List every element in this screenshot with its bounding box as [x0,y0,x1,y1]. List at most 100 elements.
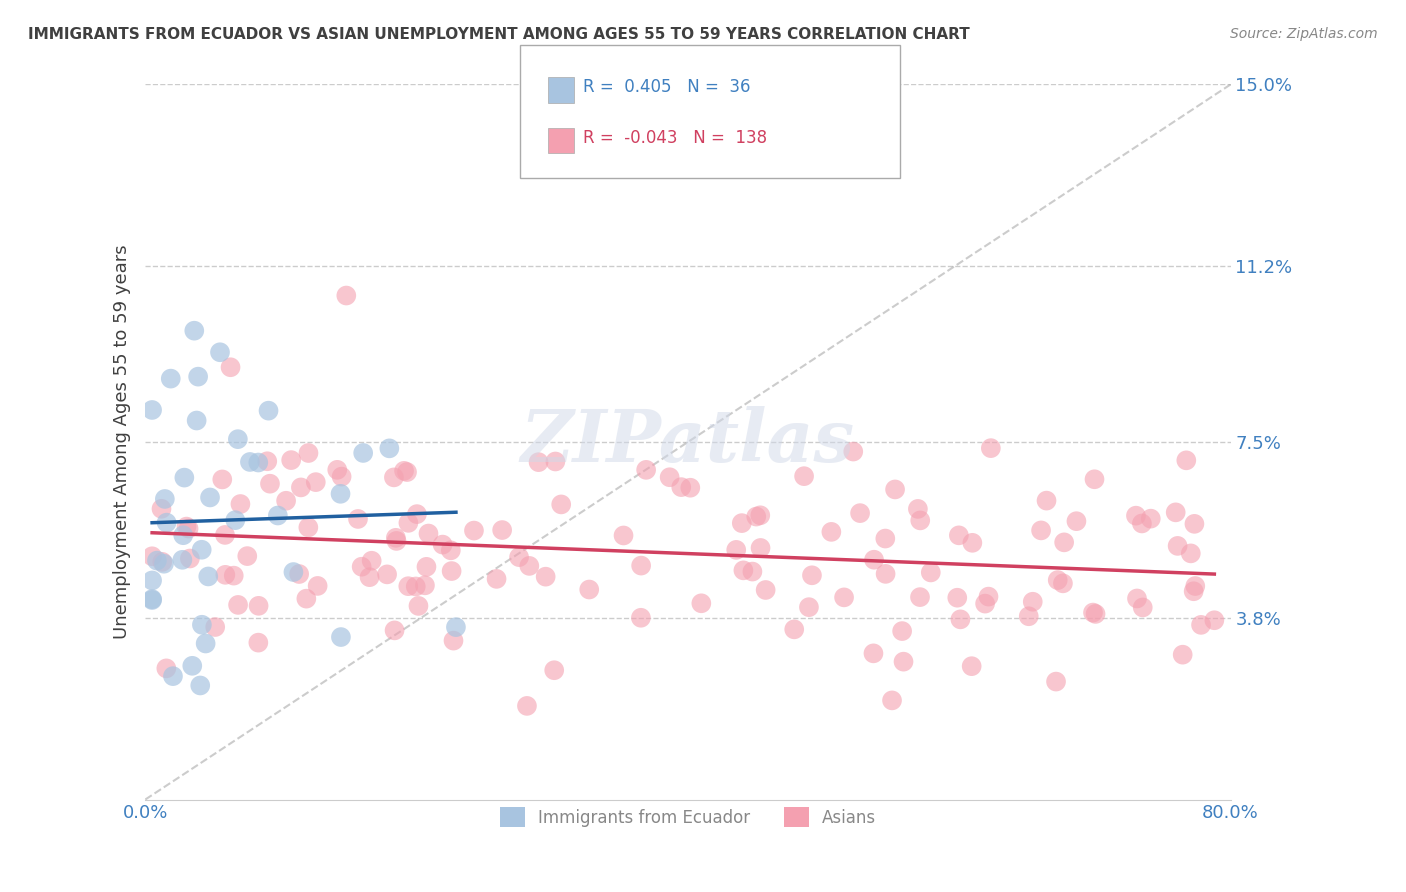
Point [159,371,181,385]
Point [731,516,754,530]
Point [755,582,778,597]
Point [360,554,382,568]
Point [1164,505,1187,519]
Point [891,624,914,638]
Point [173,470,195,484]
Point [415,559,437,574]
Point [392,464,415,478]
Point [247,456,270,470]
Point [259,476,281,491]
Point [463,524,485,538]
Point [842,444,865,458]
Point [191,617,214,632]
Y-axis label: Unemployment Among Ages 55 to 59 years: Unemployment Among Ages 55 to 59 years [114,244,131,640]
Point [204,620,226,634]
Point [396,516,419,530]
Point [226,598,249,612]
Text: ZIPatlas: ZIPatlas [520,407,855,477]
Point [211,472,233,486]
Point [141,592,163,607]
Point [974,597,997,611]
Point [440,543,463,558]
Point [150,501,173,516]
Point [907,502,929,516]
Text: R =  -0.043   N =  138: R = -0.043 N = 138 [583,129,768,147]
Point [187,369,209,384]
Point [146,553,169,567]
Point [224,513,246,527]
Point [630,611,652,625]
Point [534,569,557,583]
Point [801,568,824,582]
Text: IMMIGRANTS FROM ECUADOR VS ASIAN UNEMPLOYMENT AMONG AGES 55 TO 59 YEARS CORRELAT: IMMIGRANTS FROM ECUADOR VS ASIAN UNEMPLO… [28,27,970,42]
Point [671,480,693,494]
Point [194,636,217,650]
Point [1052,576,1074,591]
Point [1189,618,1212,632]
Legend: Immigrants from Ecuador, Asians: Immigrants from Ecuador, Asians [494,800,883,834]
Point [517,558,540,573]
Point [181,658,204,673]
Point [176,519,198,533]
Point [283,565,305,579]
Point [239,455,262,469]
Point [443,633,465,648]
Point [153,557,176,571]
Point [1125,508,1147,523]
Point [222,568,245,582]
Point [491,523,513,537]
Point [1081,606,1104,620]
Point [1175,453,1198,467]
Point [783,623,806,637]
Point [893,655,915,669]
Point [1045,674,1067,689]
Point [236,549,259,563]
Point [544,454,567,468]
Point [862,646,884,660]
Point [375,567,398,582]
Point [543,663,565,677]
Point [183,324,205,338]
Point [229,497,252,511]
Point [256,454,278,468]
Point [335,288,357,302]
Point [214,567,236,582]
Point [172,528,194,542]
Point [141,549,163,564]
Point [177,522,200,536]
Point [290,480,312,494]
Point [219,360,242,375]
Point [305,475,328,490]
Point [849,506,872,520]
Point [172,553,194,567]
Point [1180,546,1202,560]
Point [432,538,454,552]
Point [1053,535,1076,549]
Point [162,669,184,683]
Point [690,596,713,610]
Point [948,528,970,542]
Point [214,528,236,542]
Point [395,465,418,479]
Point [418,526,440,541]
Point [658,470,681,484]
Point [226,432,249,446]
Point [297,446,319,460]
Point [949,612,972,626]
Text: Source: ZipAtlas.com: Source: ZipAtlas.com [1230,27,1378,41]
Point [350,559,373,574]
Point [1132,600,1154,615]
Point [960,659,983,673]
Point [527,455,550,469]
Point [863,552,886,566]
Point [745,509,768,524]
Point [408,599,430,613]
Point [793,469,815,483]
Point [396,579,419,593]
Text: R =  0.405   N =  36: R = 0.405 N = 36 [583,78,751,96]
Point [247,635,270,649]
Point [444,620,467,634]
Point [329,630,352,644]
Point [741,565,763,579]
Point [295,591,318,606]
